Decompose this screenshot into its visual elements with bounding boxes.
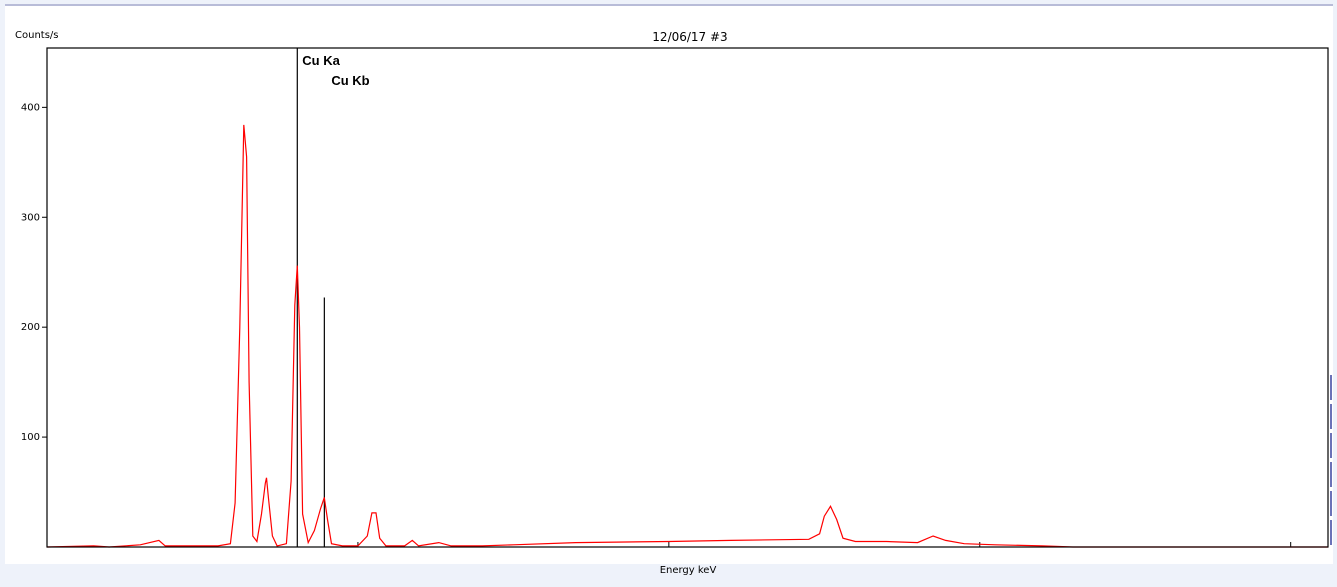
side-scale-mark — [1330, 433, 1332, 458]
y-tick-label: 400 — [21, 102, 40, 113]
side-scale-mark — [1330, 491, 1332, 516]
marker-label: Cu Ka — [302, 53, 340, 68]
side-scale-mark — [1330, 462, 1332, 487]
plot-frame — [46, 47, 1329, 548]
spectrum-panel: Counts/s 12/06/17 #3 -010304010020030040… — [5, 4, 1333, 564]
chart-title: 12/06/17 #3 — [652, 30, 727, 44]
y-tick-label: 200 — [21, 322, 40, 333]
side-scale-mark — [1330, 520, 1332, 545]
side-scale-mark — [1330, 375, 1332, 400]
y-tick-label: 100 — [21, 432, 40, 443]
side-scale-mark — [1330, 404, 1332, 429]
y-tick-label: 300 — [21, 212, 40, 223]
x-axis-label: Energy keV — [659, 565, 717, 576]
marker-label: Cu Kb — [331, 73, 369, 88]
y-axis-label: Counts/s — [15, 30, 59, 41]
spectrum-line — [46, 124, 1328, 548]
spectrum-chart: Counts/s 12/06/17 #3 -010304010020030040… — [15, 30, 1332, 548]
